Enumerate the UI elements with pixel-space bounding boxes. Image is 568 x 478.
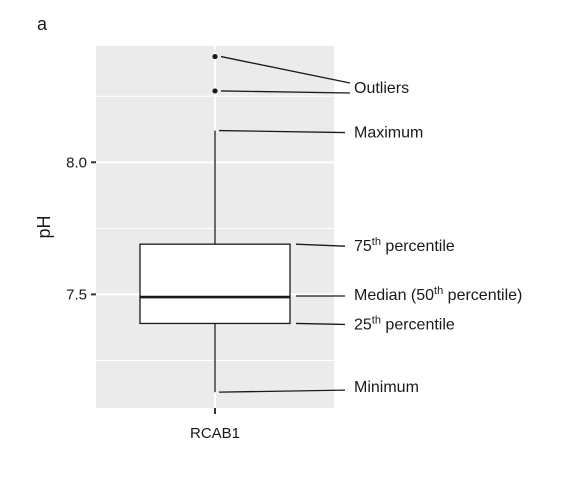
annotation-minimum: Minimum: [354, 379, 419, 396]
y-tick-label: 8.0: [66, 154, 87, 171]
x-tick-label: RCAB1: [190, 425, 240, 442]
iqr-box: [139, 243, 291, 325]
box-layer: [139, 53, 291, 393]
axes: 7.5 8.0 RCAB1 pH: [34, 154, 240, 442]
outlier-point: [212, 53, 218, 60]
panel-label: a: [37, 14, 48, 34]
annotation-maximum: Maximum: [354, 125, 423, 142]
annotations: Outliers Maximum 75th percentile Median (50…: [218, 55, 522, 396]
leader-q3: [295, 243, 346, 247]
leader-outlier-upper: [220, 55, 351, 84]
y-axis-label: pH: [34, 215, 54, 238]
annotation-median: Median (50th percentile): [354, 285, 522, 304]
leader-q1: [295, 322, 346, 326]
annotation-q3: 75th percentile: [354, 236, 455, 255]
leader-minimum: [218, 389, 346, 393]
leader-maximum: [218, 129, 346, 134]
leader-outlier-lower: [220, 90, 351, 94]
annotation-outliers: Outliers: [354, 80, 409, 97]
outlier-point: [212, 88, 218, 94]
y-tick-label: 7.5: [66, 286, 87, 303]
annotation-q1: 25th percentile: [354, 314, 455, 333]
